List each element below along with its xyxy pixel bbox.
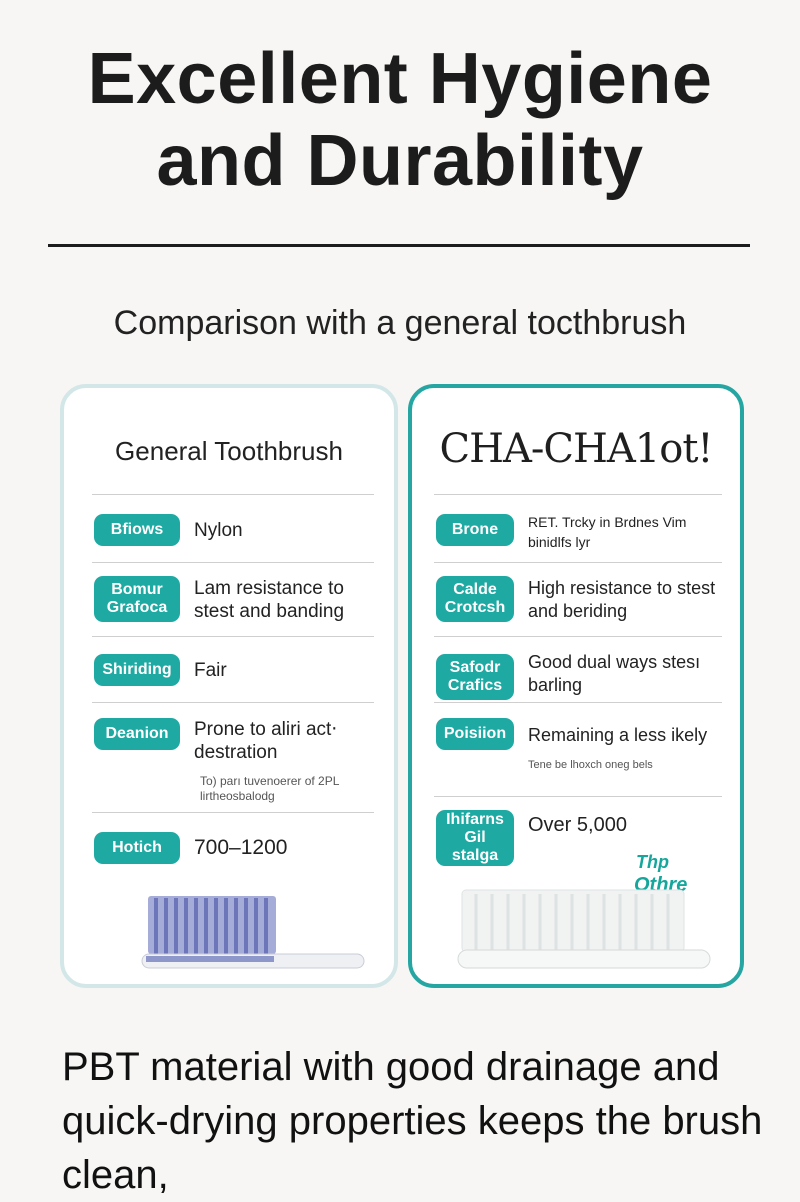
row-divider: [92, 636, 374, 637]
general-row-5-label: Hotich: [94, 832, 180, 864]
general-row-4-note: To) parı tuvenoerer of 2PL lirtheosbalod…: [200, 774, 339, 803]
row-divider: [434, 562, 722, 563]
general-row-2-value: Lam resistance to stest and banding: [194, 578, 345, 622]
chacha-row-2-label: Calde Crotcsh: [436, 576, 514, 622]
row-divider: [92, 702, 374, 703]
headline-line-1: Excellent Hygiene: [87, 39, 713, 119]
general-row-4-label: Deanion: [94, 718, 180, 750]
chacha-row-4-value: Remaining a less ikely: [528, 725, 708, 745]
row-divider: [434, 494, 722, 495]
row-divider: [434, 636, 722, 637]
headline: Excellent Hygiene and Durability: [0, 38, 800, 202]
chacha-card: CHA-CHA1ot! Brone RET. Trcky in Brdnes V…: [408, 384, 744, 988]
general-row-5-value: 700–1200: [194, 836, 288, 859]
row-divider: [92, 562, 374, 563]
chacha-row-3-label: Safodr Crafics: [436, 654, 514, 700]
comparison-subtitle: Comparison with a general tocthbrush: [113, 304, 687, 342]
chacha-row-2-value: High resistance to stest and beriding: [528, 578, 716, 621]
chacha-row-3-value: Good dual ways stesı barling: [528, 652, 701, 695]
chacha-brush-head-image: [457, 889, 711, 969]
general-row-3-label: Shiriding: [94, 654, 180, 686]
bottom-description: PBT material with good drainage and quic…: [62, 1045, 763, 1197]
row-divider: [92, 812, 374, 813]
brand-logo-top: Thp: [636, 852, 669, 872]
headline-line-2: and Durability: [156, 121, 644, 201]
general-toothbrush-card: General Toothbrush Bfiows Nylon Bomur Gr…: [60, 384, 398, 988]
chacha-row-4-note: Tene be lhoxch oneg bels: [528, 759, 653, 771]
general-row-1-value: Nylon: [194, 520, 243, 541]
chacha-card-title: CHA-CHA1ot!: [439, 426, 714, 472]
general-row-2-label: Bomur Grafoca: [94, 576, 180, 622]
general-row-1-label: Bfiows: [94, 514, 180, 546]
chacha-row-1-label: Brone: [436, 514, 514, 546]
general-card-title: General Toothbrush: [115, 436, 343, 466]
chacha-row-1-value: RET. Trcky in Brdnes Vim binidlfs lyr: [528, 514, 687, 550]
row-divider: [92, 494, 374, 495]
chacha-row-5-label: Ihifarns Gil stalga: [436, 810, 514, 866]
chacha-row-5-value: Over 5,000: [528, 814, 627, 836]
divider: [48, 244, 750, 247]
row-divider: [434, 702, 722, 703]
general-brush-head-image: [141, 896, 365, 969]
general-row-3-value: Fair: [194, 660, 227, 681]
row-divider: [434, 796, 722, 797]
general-row-4-value: Prone to aliri act‧destration: [194, 719, 338, 763]
chacha-row-4-label: Poisiion: [436, 718, 514, 750]
